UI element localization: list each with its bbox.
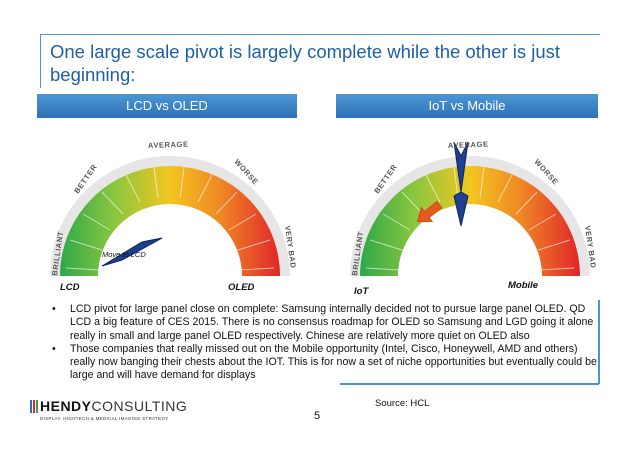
lcd-oled-gauge-graphic: BRILLIANT BETTER AVERAGE WORSE VERY BAD xyxy=(50,140,298,276)
oled-label: OLED xyxy=(228,282,255,293)
mobile-label: Mobile xyxy=(508,280,539,291)
logo-wordmark: HENDYCONSULTING xyxy=(40,398,187,414)
lcd-label: LCD xyxy=(60,282,80,293)
scale-average-right: AVERAGE xyxy=(448,140,489,150)
gauge-needle-upper xyxy=(453,141,469,193)
bullet-text: Those companies that really missed out o… xyxy=(70,342,597,382)
logo-name-bold: HENDY xyxy=(40,398,92,414)
gauge-needle-lower xyxy=(453,191,469,227)
bullet-list: • LCD pivot for large panel close on com… xyxy=(50,303,598,383)
content-frame-bottom xyxy=(340,383,599,385)
movement-arrow xyxy=(416,201,443,223)
lcd-oled-gauge: BRILLIANT BETTER AVERAGE WORSE VERY BAD … xyxy=(30,118,310,298)
bullet-marker: • xyxy=(52,342,56,355)
iot-label: IoT xyxy=(354,286,369,297)
move-to-lcd-annotation: Move to LCD xyxy=(102,250,146,259)
title-frame xyxy=(40,34,600,88)
logo-bars-icon xyxy=(30,400,38,413)
bullet-item: • Those companies that really missed out… xyxy=(50,343,598,383)
hendy-consulting-logo: HENDYCONSULTING DISPLAY, HIGHTECH & MEDI… xyxy=(30,398,200,428)
iot-mobile-gauge: BRILLIANT BETTER AVERAGE WORSE VERY BAD … xyxy=(330,118,610,298)
logo-tagline: DISPLAY, HIGHTECH & MEDICAL IMAGING STRA… xyxy=(40,416,169,421)
bullet-marker: • xyxy=(52,303,56,315)
scale-average-left: AVERAGE xyxy=(148,140,189,150)
page-number: 5 xyxy=(314,410,321,422)
source-note: Source: HCL xyxy=(375,398,430,409)
logo-name-light: CONSULTING xyxy=(91,398,188,414)
content-frame-right xyxy=(598,300,600,384)
slide-title: One large scale pivot is largely complet… xyxy=(50,41,561,85)
lcd-vs-oled-header: LCD vs OLED xyxy=(37,94,297,118)
bullet-item: • LCD pivot for large panel close on com… xyxy=(50,303,598,343)
bullet-text: LCD pivot for large panel close on compl… xyxy=(70,303,594,342)
iot-vs-mobile-header: IoT vs Mobile xyxy=(336,94,598,118)
iot-mobile-gauge-graphic: BRILLIANT BETTER AVERAGE WORSE VERY BAD xyxy=(350,140,598,276)
